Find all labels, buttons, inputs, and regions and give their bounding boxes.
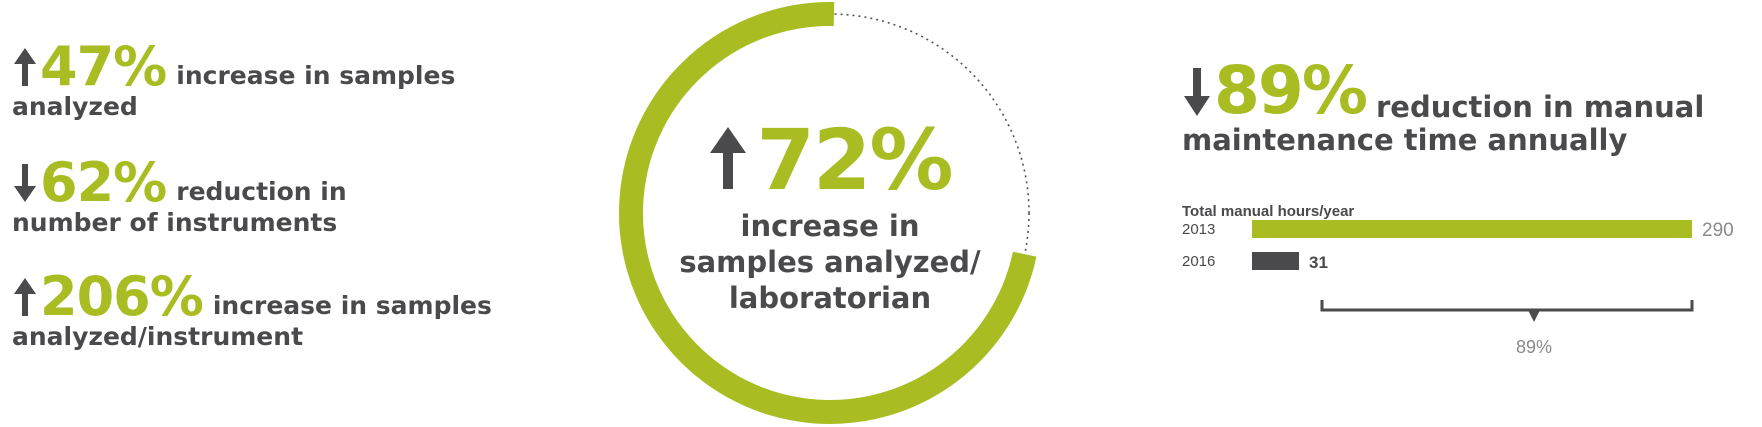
arrow-down-icon <box>12 162 38 208</box>
reduction-annotation: 89% <box>1516 337 1552 357</box>
stat-label-line1: reduction in <box>176 177 347 206</box>
stat-value: 206% <box>40 265 204 328</box>
bracket-pointer <box>1528 310 1540 322</box>
value-label: 290 <box>1702 220 1734 241</box>
center-label-line3: laboratorian <box>728 281 932 315</box>
stat-label-line2: number of instruments <box>12 208 338 237</box>
stat-value: 62% <box>40 151 167 214</box>
arrow-up-icon <box>12 46 38 92</box>
category-label: 2016 <box>1182 253 1215 270</box>
center-stat-value: 72% <box>756 111 953 209</box>
center-label-line1: increase in <box>740 209 920 243</box>
bar <box>1252 252 1300 270</box>
stat-samples-analyzed: 47% increase in samples analyzed <box>12 35 532 122</box>
stat-label-line2: maintenance time annually <box>1182 123 1628 157</box>
stat-label-line1: increase in samples <box>212 291 492 320</box>
stat-label-line2: analyzed <box>12 92 138 121</box>
reduction-bracket <box>1320 300 1694 322</box>
stat-label-line1: reduction in manual <box>1375 90 1705 124</box>
value-label: 31 <box>1309 253 1328 272</box>
center-stat: 72% increase in samples analyzed/ labora… <box>640 118 1020 316</box>
ring-progress-arc <box>619 2 1037 424</box>
stat-maintenance-time: 89% reduction in manual maintenance time… <box>1182 52 1742 158</box>
category-label: 2013 <box>1182 221 1215 238</box>
arrow-up-icon <box>708 125 748 195</box>
stat-label-line1: increase in samples <box>176 61 456 90</box>
progress-ring <box>619 2 1037 424</box>
stat-instruments: 62% reduction in number of instruments <box>12 151 532 238</box>
arrow-down-icon <box>1182 66 1212 122</box>
stat-value: 47% <box>40 35 167 98</box>
stat-label-line2: analyzed/instrument <box>12 322 304 351</box>
manual-hours-bar-chart: Total manual hours/year 2013 290 2016 31 89… <box>1182 203 1734 357</box>
chart-title: Total manual hours/year <box>1182 203 1354 220</box>
stat-value: 89% <box>1214 52 1368 129</box>
bar <box>1252 220 1692 238</box>
stat-samples-per-instrument: 206% increase in samples analyzed/instru… <box>12 265 532 352</box>
arrow-up-icon <box>12 276 38 322</box>
chart-bars: 2013 290 2016 31 <box>1182 220 1734 272</box>
center-label-line2: samples analyzed/ <box>679 245 981 279</box>
